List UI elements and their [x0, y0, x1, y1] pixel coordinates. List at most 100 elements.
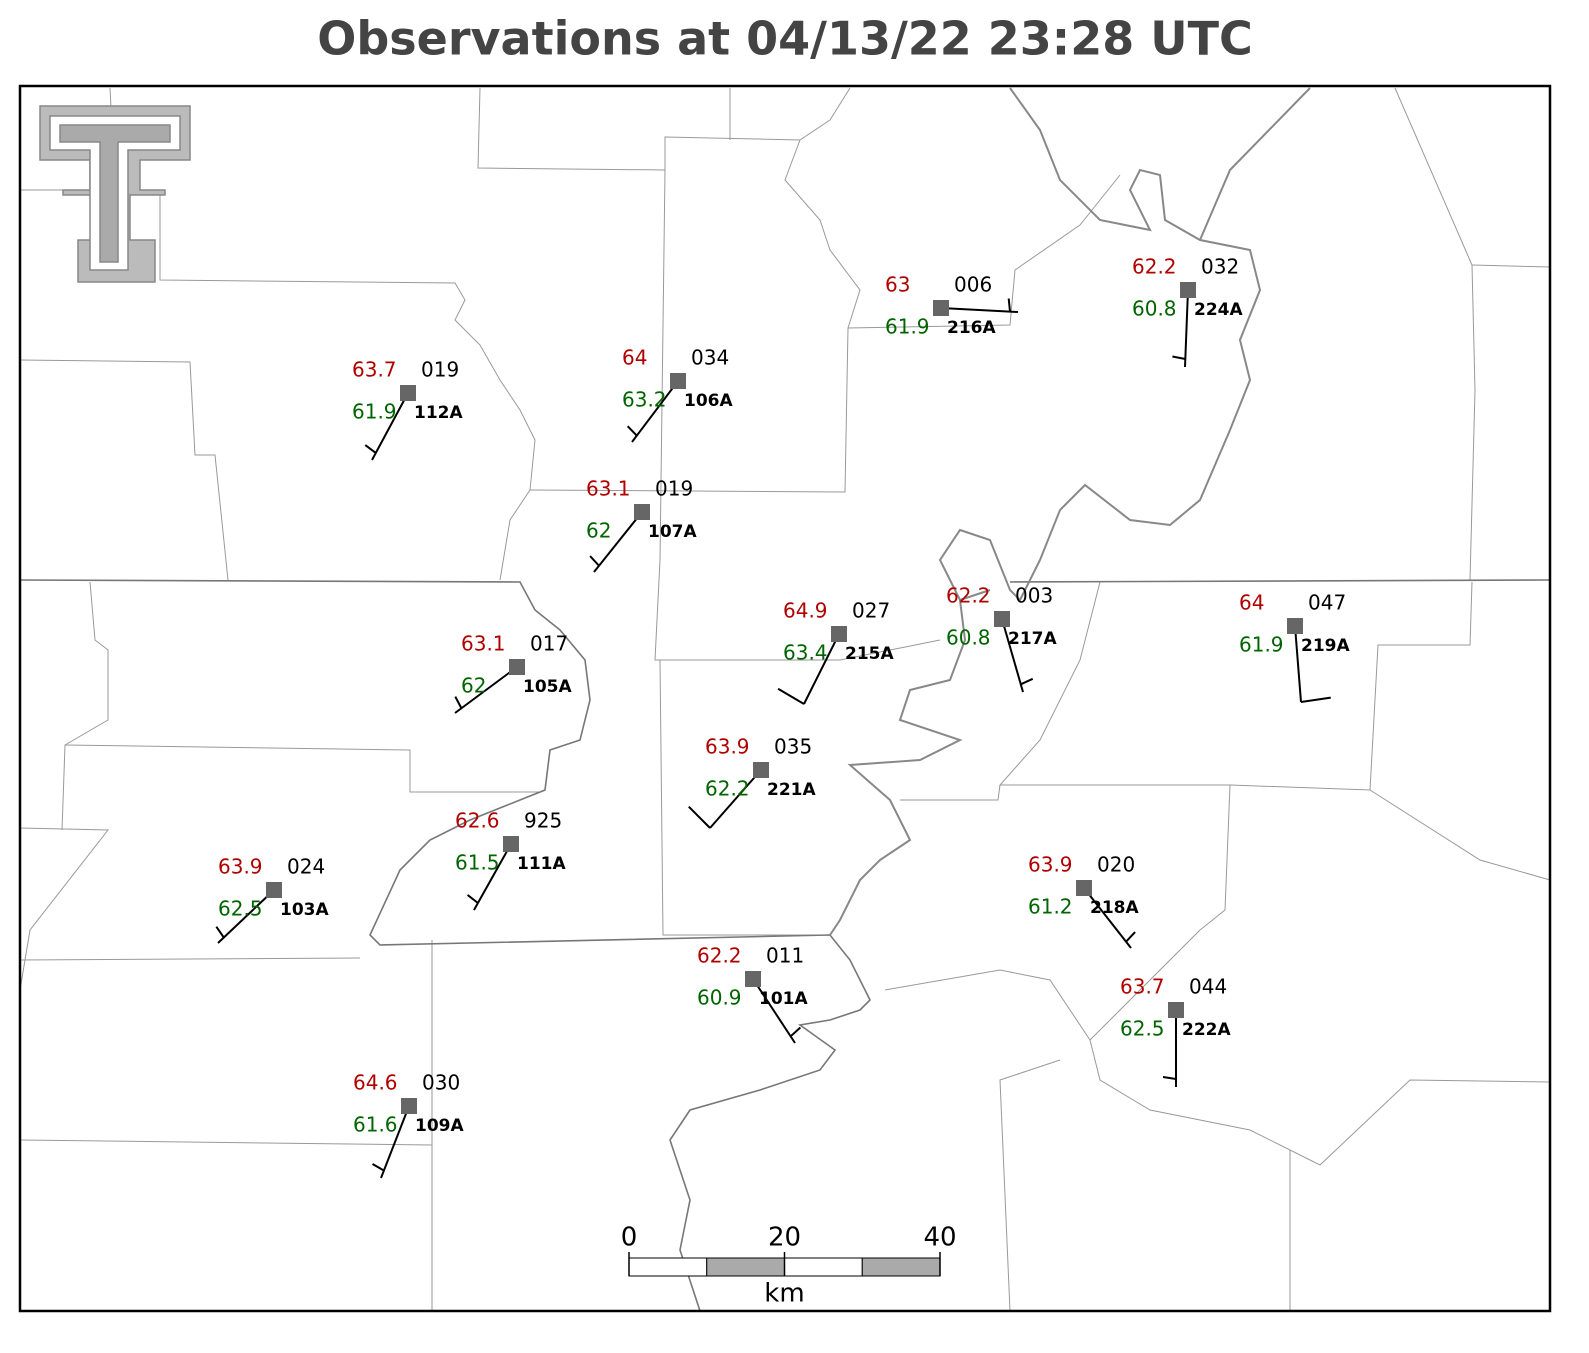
- temperature: 62.2: [1132, 255, 1177, 279]
- station-id: 216A: [947, 318, 996, 338]
- station-marker: [400, 385, 416, 401]
- wind-barb: [473, 843, 512, 911]
- pressure: 032: [1201, 255, 1239, 279]
- wind-barb: [1083, 887, 1132, 949]
- station-marker: [753, 762, 769, 778]
- pressure: 034: [691, 346, 729, 370]
- wind-barb-tick: [454, 696, 463, 709]
- station-marker: [831, 626, 847, 642]
- station-id: 217A: [1008, 629, 1057, 649]
- wind-barb-tick: [372, 1163, 385, 1172]
- temperature: 62.2: [697, 944, 742, 968]
- wind-barb: [631, 380, 679, 443]
- station-marker: [401, 1098, 417, 1114]
- wind-barb-tick: [1007, 298, 1012, 312]
- station-id: 221A: [767, 780, 816, 800]
- dewpoint: 60.8: [1132, 297, 1177, 321]
- pressure: 047: [1308, 591, 1346, 615]
- station-id: 101A: [759, 989, 808, 1009]
- dewpoint: 62.2: [705, 777, 750, 801]
- title: Observations at 04/13/22 23:28 UTC: [317, 12, 1252, 66]
- station-marker: [509, 659, 525, 675]
- wind-barb: [1294, 625, 1302, 703]
- logo: [39, 105, 191, 283]
- scale-label: 20: [768, 1223, 801, 1253]
- pressure: 020: [1097, 853, 1135, 877]
- dewpoint: 61.9: [1239, 633, 1284, 657]
- temperature: 62.2: [946, 584, 991, 608]
- station-marker: [933, 300, 949, 316]
- pressure: 006: [954, 273, 992, 297]
- temperature: 63: [885, 273, 910, 297]
- dewpoint: 62.5: [1120, 1017, 1165, 1041]
- wind-barb: [709, 769, 762, 829]
- pressure: 011: [766, 944, 804, 968]
- wind-barb: [1184, 289, 1189, 368]
- station-id: 103A: [280, 900, 329, 920]
- dewpoint: 62.5: [218, 897, 263, 921]
- station-marker: [503, 836, 519, 852]
- wind-barb: [1001, 618, 1024, 693]
- wind-barb-tick: [1125, 931, 1136, 943]
- scale-label: 40: [923, 1223, 956, 1253]
- wind-barb-tick: [364, 444, 377, 454]
- wind-barb-tick: [1020, 677, 1034, 686]
- pressure: 035: [774, 735, 812, 759]
- pressure: 024: [287, 855, 325, 879]
- temperature: 63.1: [461, 632, 506, 656]
- wind-barb: [593, 511, 643, 573]
- wind-barb-tick: [589, 555, 600, 567]
- station-id: 215A: [845, 644, 894, 664]
- scale-label: 0: [621, 1223, 638, 1253]
- station-marker: [745, 971, 761, 987]
- station-id: 219A: [1301, 636, 1350, 656]
- station-marker: [670, 373, 686, 389]
- station-id: 112A: [414, 403, 463, 423]
- station-id: 106A: [684, 391, 733, 411]
- scale-unit: km: [764, 1279, 804, 1309]
- wind-barb-tick: [1172, 355, 1186, 360]
- dewpoint: 60.9: [697, 986, 742, 1010]
- temperature: 63.9: [705, 735, 750, 759]
- temperature: 63.9: [1028, 853, 1073, 877]
- temperature: 63.7: [352, 358, 397, 382]
- wind-barb-tick: [466, 894, 479, 904]
- station-id: 105A: [523, 677, 572, 697]
- temperature: 64.6: [353, 1071, 398, 1095]
- station-id: 107A: [648, 522, 697, 542]
- temperature: 62.6: [455, 809, 500, 833]
- wind-barb: [752, 978, 796, 1044]
- station-marker: [634, 504, 650, 520]
- dewpoint: 63.4: [783, 641, 828, 665]
- temperature: 64.9: [783, 599, 828, 623]
- temperature: 63.7: [1120, 975, 1165, 999]
- station-id: 109A: [415, 1116, 464, 1136]
- wind-barb-tick: [626, 425, 638, 437]
- wind-barb: [217, 889, 275, 944]
- temperature: 64: [1239, 591, 1264, 615]
- wind-barb-tick: [789, 1026, 802, 1038]
- scale-segment: [706, 1257, 785, 1277]
- pressure: 044: [1189, 975, 1227, 999]
- boundaries: [19, 87, 1551, 1312]
- wind-barb-tick: [1300, 696, 1331, 703]
- pressure: 019: [655, 477, 693, 501]
- wind-barb: [371, 392, 409, 461]
- wind-barb-tick: [688, 805, 711, 829]
- dewpoint: 61.5: [455, 851, 500, 875]
- station-marker: [1180, 282, 1196, 298]
- temperature: 63.9: [218, 855, 263, 879]
- temperature: 63.1: [586, 477, 631, 501]
- dewpoint: 60.8: [946, 626, 991, 650]
- dewpoint: 61.9: [885, 315, 930, 339]
- wind-barb-tick: [1162, 1076, 1177, 1080]
- dewpoint: 61.2: [1028, 895, 1073, 919]
- dewpoint: 62: [461, 674, 486, 698]
- pressure: 027: [852, 599, 890, 623]
- station-marker: [994, 611, 1010, 627]
- pressure: 017: [530, 632, 568, 656]
- scale-segment: [861, 1257, 941, 1277]
- station-marker: [1076, 880, 1092, 896]
